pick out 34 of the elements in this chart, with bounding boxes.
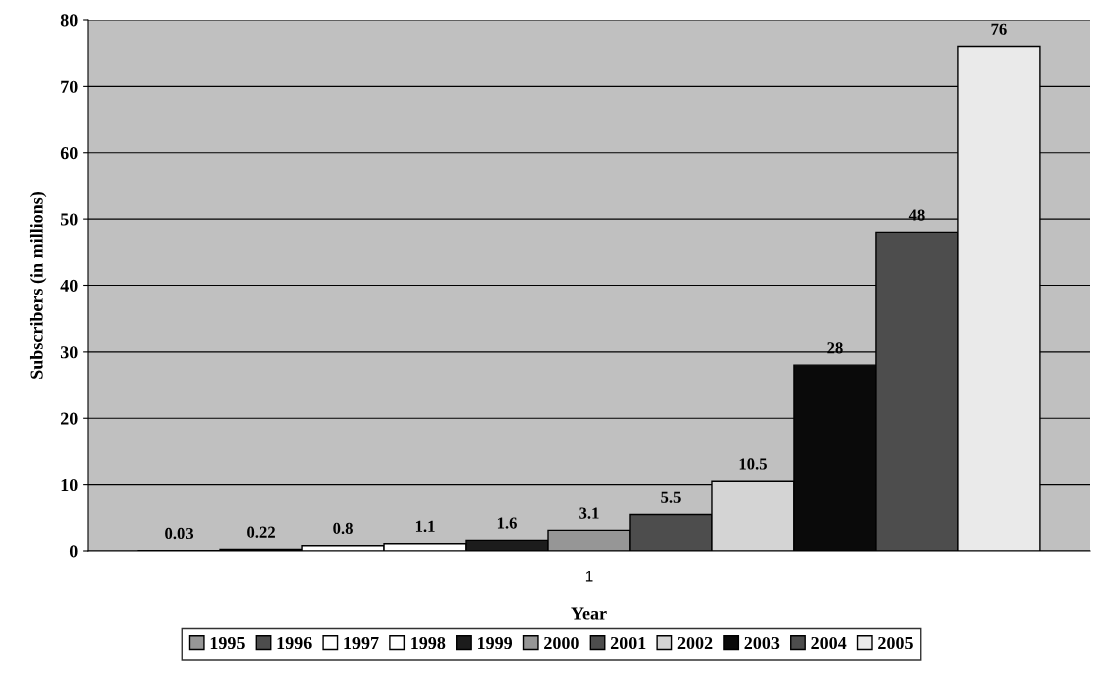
data-label: 0.8 bbox=[333, 522, 353, 535]
data-label: 1.6 bbox=[497, 517, 517, 529]
legend-label: 1997 bbox=[344, 636, 379, 650]
data-label: 28 bbox=[827, 342, 843, 354]
y-tick-label: 80 bbox=[60, 14, 78, 27]
y-tick-label: 30 bbox=[60, 346, 78, 359]
data-label: 5.5 bbox=[661, 491, 681, 503]
legend-label: 2000 bbox=[544, 636, 579, 650]
y-tick-label: 40 bbox=[60, 279, 78, 292]
legend-label: 1998 bbox=[411, 636, 446, 650]
legend-label: 2001 bbox=[610, 636, 646, 650]
legend-label: 2003 bbox=[744, 636, 780, 650]
legend-label: 2002 bbox=[677, 636, 713, 650]
legend-label: 1999 bbox=[478, 636, 513, 650]
y-tick-label: 70 bbox=[61, 80, 78, 93]
data-label: 1.1 bbox=[415, 520, 435, 533]
x-tick-label: 1 bbox=[585, 571, 593, 582]
data-label: 0.22 bbox=[247, 526, 275, 538]
x-axis-title: Year bbox=[571, 607, 607, 620]
legend-label: 2004 bbox=[811, 636, 847, 650]
y-tick-label: 50 bbox=[60, 213, 78, 226]
data-label: 10.5 bbox=[739, 458, 767, 470]
y-tick-label: 10 bbox=[61, 478, 78, 492]
y-tick-label: 20 bbox=[60, 412, 78, 425]
data-label: 76 bbox=[991, 23, 1007, 35]
data-label: 48 bbox=[908, 209, 925, 221]
legend-label: 1996 bbox=[277, 636, 312, 650]
y-tick-label: 0 bbox=[69, 545, 78, 558]
legend-label: 2005 bbox=[878, 636, 913, 650]
data-label: 3.1 bbox=[579, 507, 599, 519]
y-axis-title: Subscribers (in millions) bbox=[29, 191, 47, 379]
y-tick-label: 60 bbox=[60, 147, 78, 160]
data-label: 0.03 bbox=[165, 527, 194, 540]
legend-label: 1995 bbox=[210, 636, 245, 650]
